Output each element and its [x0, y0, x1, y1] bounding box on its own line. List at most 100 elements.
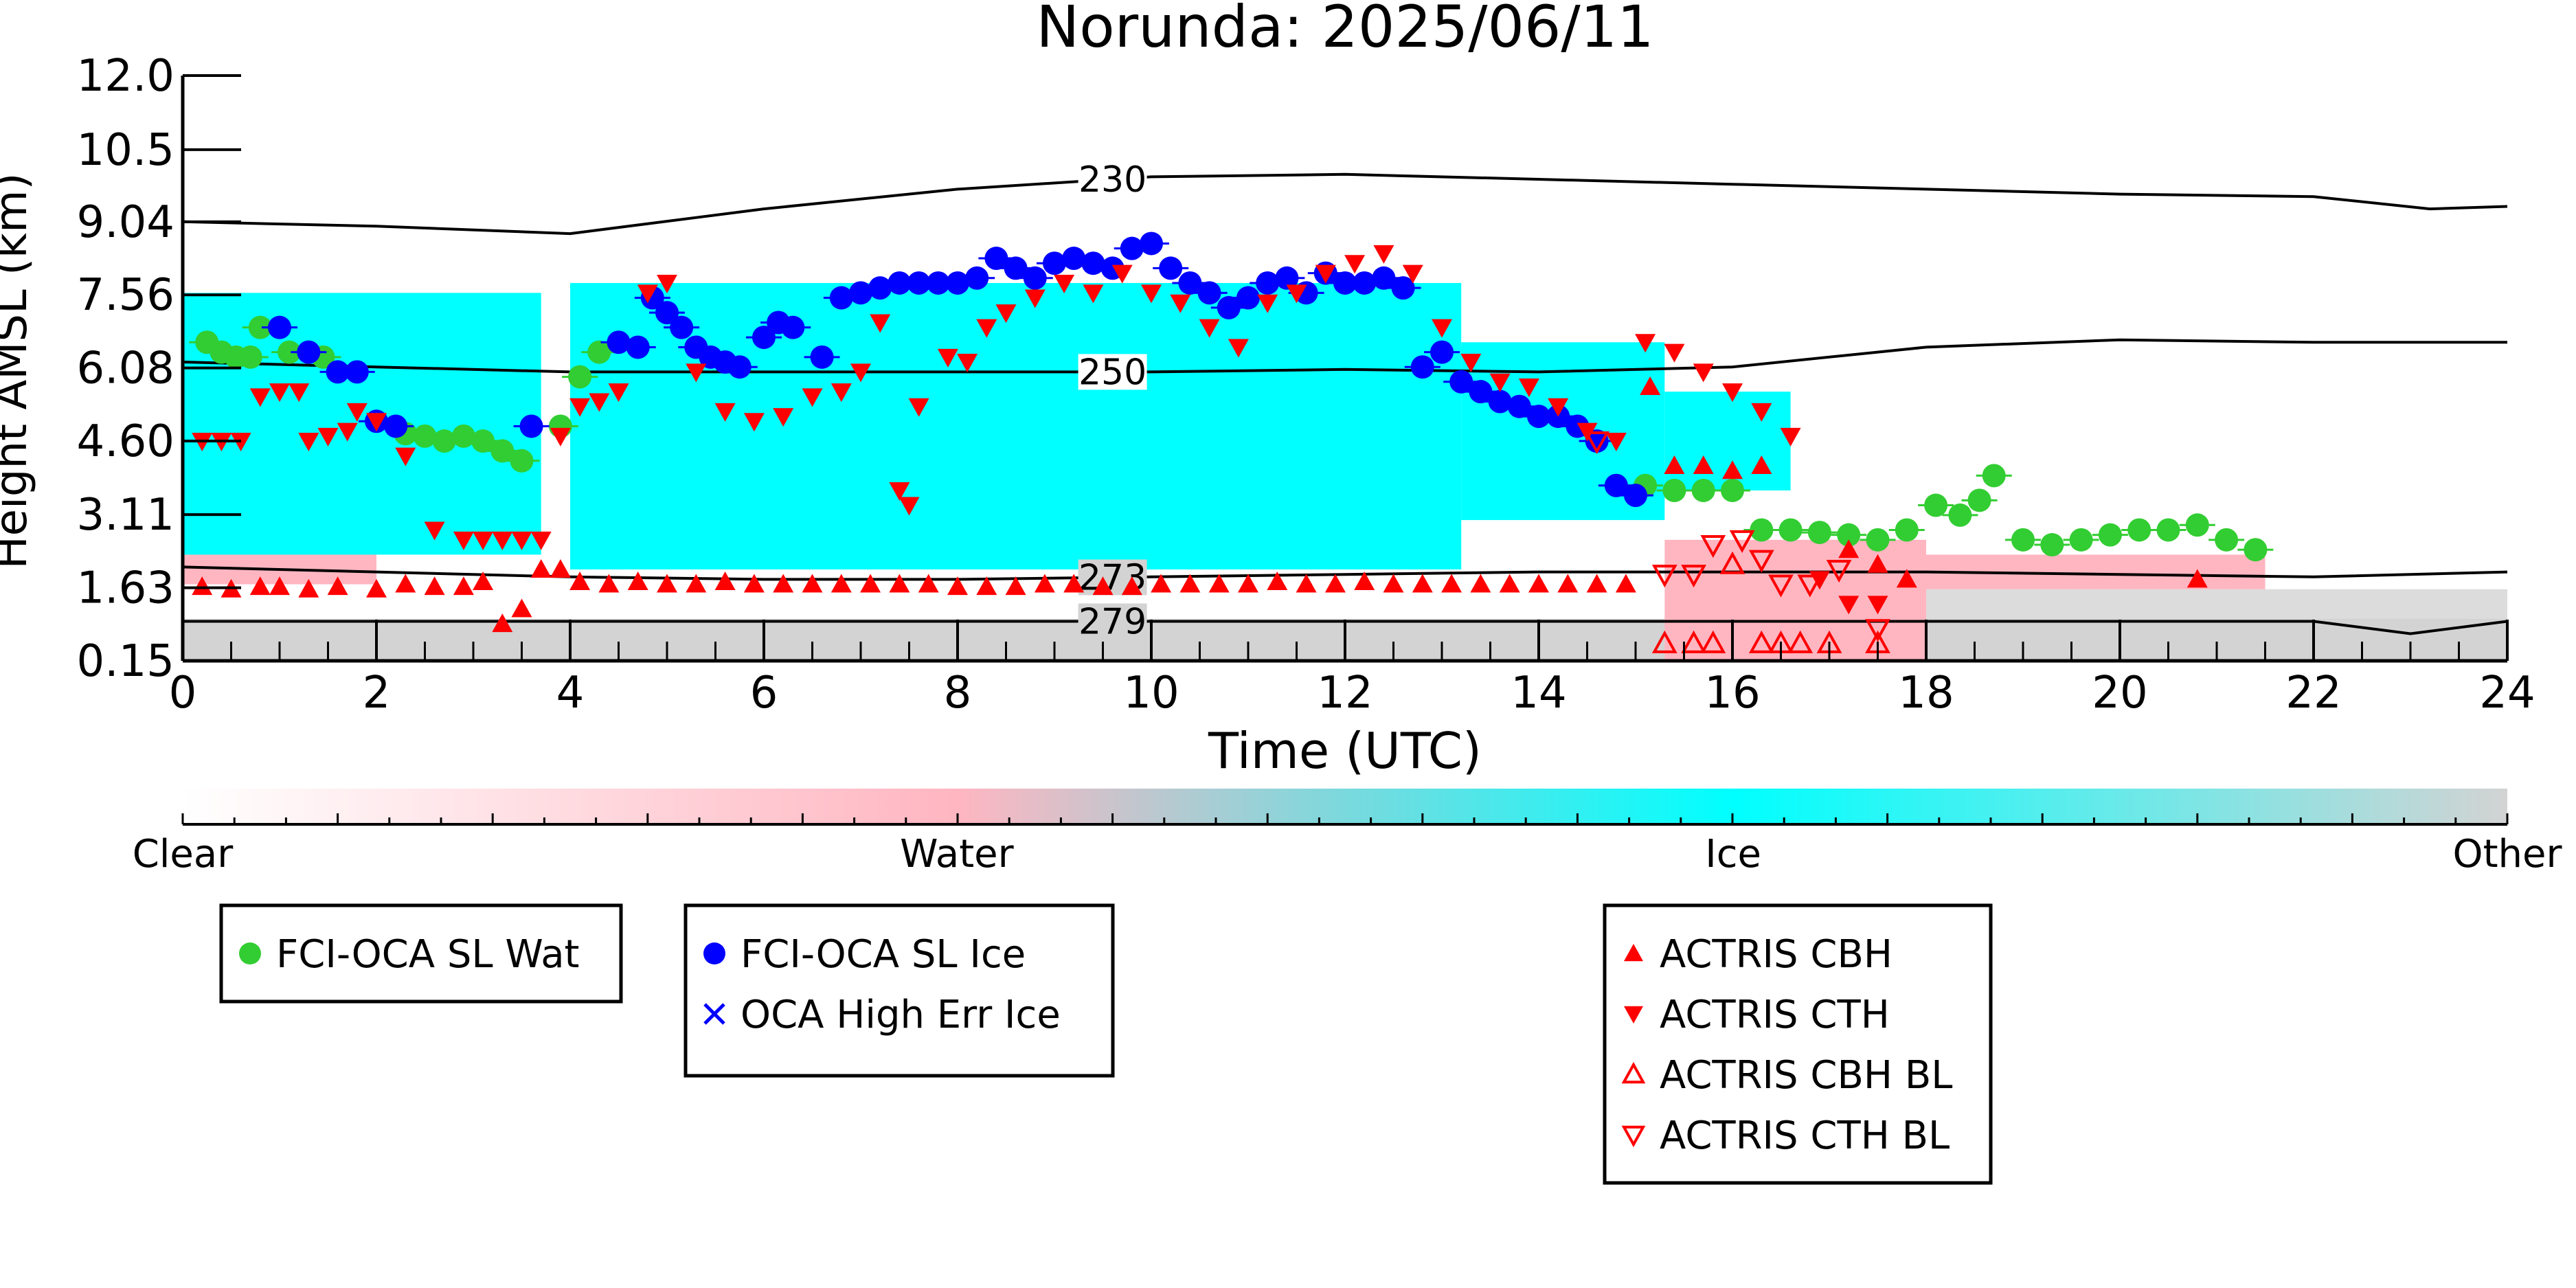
actris-cth-bl-point-9 [1865, 619, 1890, 642]
fci-oca-sl-wat-point-28 [1895, 518, 1919, 542]
colorbar-label-ice: Ice [1705, 832, 1761, 877]
fci-oca-sl-ice-point-3 [345, 360, 369, 384]
actris-cbh-point-7 [395, 574, 416, 593]
actris-cth-point-68 [1867, 596, 1888, 615]
actris-cth-point-14 [473, 531, 494, 550]
legend-marker-2-3 [1621, 1125, 1646, 1148]
actris-cth-point-7 [317, 427, 339, 447]
actris-cth-point-24 [686, 363, 707, 383]
fci-oca-sl-wat-point-24 [1778, 518, 1803, 542]
actris-cbh-point-31 [1034, 574, 1055, 593]
actris-cbh-point-20 [714, 571, 736, 590]
actris-cth-point-36 [957, 354, 978, 373]
fci-oca-sl-ice-point-50 [1410, 355, 1434, 379]
fci-oca-sl-ice-point-18 [781, 315, 805, 339]
actris-cbh-point-54 [1693, 455, 1714, 474]
legends: FCI-OCA SL Wat FCI-OCA SL Ice OCA High Err… [219, 903, 1993, 1185]
fci-oca-sl-ice-point-39 [1197, 281, 1221, 305]
actris-cbh-point-13 [530, 558, 552, 578]
actris-cbh-point-11 [492, 613, 513, 633]
actris-cth-point-10 [366, 413, 387, 432]
legend-marker-1-1-stroke [703, 1003, 725, 1025]
legend-label-1-0: FCI-OCA SL Ice [741, 932, 1026, 977]
actris-cth-point-29 [831, 383, 852, 403]
actris-cth-point-17 [530, 531, 552, 550]
fci-oca-sl-wat-point-34 [2040, 533, 2064, 557]
legend-box-0: FCI-OCA SL Wat [219, 903, 623, 1004]
actris-cth-point-16 [511, 531, 532, 550]
actris-cbh-point-47 [1499, 574, 1520, 593]
actris-cbh-point-40 [1296, 574, 1317, 593]
actris-cbh-point-56 [1751, 455, 1772, 474]
legend-marker-1-0 [703, 942, 725, 964]
fci-oca-sl-wat-point-37 [2127, 518, 2151, 542]
fci-oca-sl-ice-point-10 [655, 301, 679, 325]
fci-oca-sl-ice-point-40 [1217, 295, 1241, 319]
actris-cth-point-12 [424, 521, 445, 541]
actris-cth-point-5 [289, 383, 310, 403]
fci-oca-sl-wat-point-12 [471, 429, 495, 453]
fci-oca-sl-ice-point-48 [1372, 266, 1396, 290]
actris-cth-point-35 [937, 348, 958, 368]
actris-cbh-bl-point-6 [1787, 630, 1814, 653]
fci-oca-sl-wat-point-13 [490, 439, 515, 463]
fci-oca-sl-ice-point-5 [384, 414, 408, 438]
actris-cth-point-13 [453, 531, 474, 550]
other-region-0 [1926, 589, 2507, 624]
y-tick-label-2: 3.11 [77, 490, 175, 541]
chart-title: Norunda: 2025/06/11 [1036, 0, 1653, 60]
actris-cth-bl-point-6 [1768, 574, 1794, 598]
fci-oca-sl-ice-point-11 [670, 315, 694, 339]
actris-cbh-point-29 [976, 576, 997, 596]
legend-label-2-1: ACTRIS CTH [1660, 993, 1890, 1037]
actris-cth-point-21 [608, 383, 629, 403]
actris-cbh-point-9 [453, 576, 474, 596]
actris-cbh-bl-point-3 [1719, 551, 1745, 574]
actris-cth-point-59 [1605, 433, 1627, 452]
fci-oca-sl-wat-point-30 [1948, 503, 1972, 527]
fci-oca-sl-wat-point-33 [2011, 528, 2035, 552]
x-tick-label-7: 14 [1511, 668, 1566, 719]
x-tick-label-9: 18 [1898, 668, 1954, 719]
actris-cbh-point-57 [1838, 539, 1860, 558]
isotherm-label-250: 250 [1078, 352, 1146, 393]
y-tick-label-6: 9.04 [77, 197, 175, 248]
isotherm-label-bg-230 [1078, 161, 1147, 197]
actris-cbh-point-41 [1324, 574, 1346, 593]
actris-cth-point-37 [976, 319, 997, 338]
y-tick-label-7: 10.5 [77, 125, 175, 176]
fci-oca-sl-ice-point-0 [268, 315, 291, 339]
actris-cth-bl-point-7 [1797, 574, 1823, 598]
fci-oca-sl-wat-point-31 [1967, 488, 1991, 512]
colorbar-label-clear: Clear [133, 832, 234, 877]
fci-oca-sl-wat-point-41 [2244, 538, 2268, 562]
isotherm-label-230: 230 [1078, 159, 1146, 201]
x-tick-label-12: 24 [2479, 668, 2535, 719]
actris-cth-point-19 [569, 398, 591, 417]
actris-cbh-point-44 [1412, 574, 1433, 593]
actris-cbh-point-37 [1208, 574, 1230, 593]
fci-oca-sl-wat-point-5 [278, 340, 302, 364]
fci-oca-sl-ice-point-43 [1275, 266, 1299, 290]
ice-region-1 [570, 282, 1462, 569]
x-tick-label-4: 8 [944, 668, 972, 719]
fci-oca-sl-ice-point-60 [1604, 473, 1628, 497]
actris-cbh-point-45 [1441, 574, 1462, 593]
fci-oca-sl-wat-point-38 [2156, 518, 2180, 542]
actris-cbh-point-2 [249, 576, 271, 596]
x-axis-label: Time (UTC) [1208, 722, 1482, 780]
actris-cth-point-39 [1024, 289, 1046, 308]
actris-cth-point-47 [1257, 294, 1278, 313]
legend-label-2-2: ACTRIS CBH BL [1660, 1053, 1952, 1098]
actris-cth-point-45 [1199, 319, 1220, 338]
actris-cbh-point-43 [1383, 574, 1404, 593]
fci-oca-sl-wat-point-14 [510, 449, 534, 473]
actris-cth-point-43 [1141, 284, 1162, 304]
actris-cth-point-3 [249, 388, 271, 407]
actris-cth-point-64 [1751, 403, 1772, 422]
y-axis-label: Height AMSL (km) [0, 173, 37, 569]
actris-cbh-point-46 [1470, 574, 1491, 593]
fci-oca-sl-ice-point-16 [752, 326, 776, 350]
actris-cbh-point-14 [550, 558, 571, 578]
actris-cth-point-61 [1664, 343, 1685, 363]
